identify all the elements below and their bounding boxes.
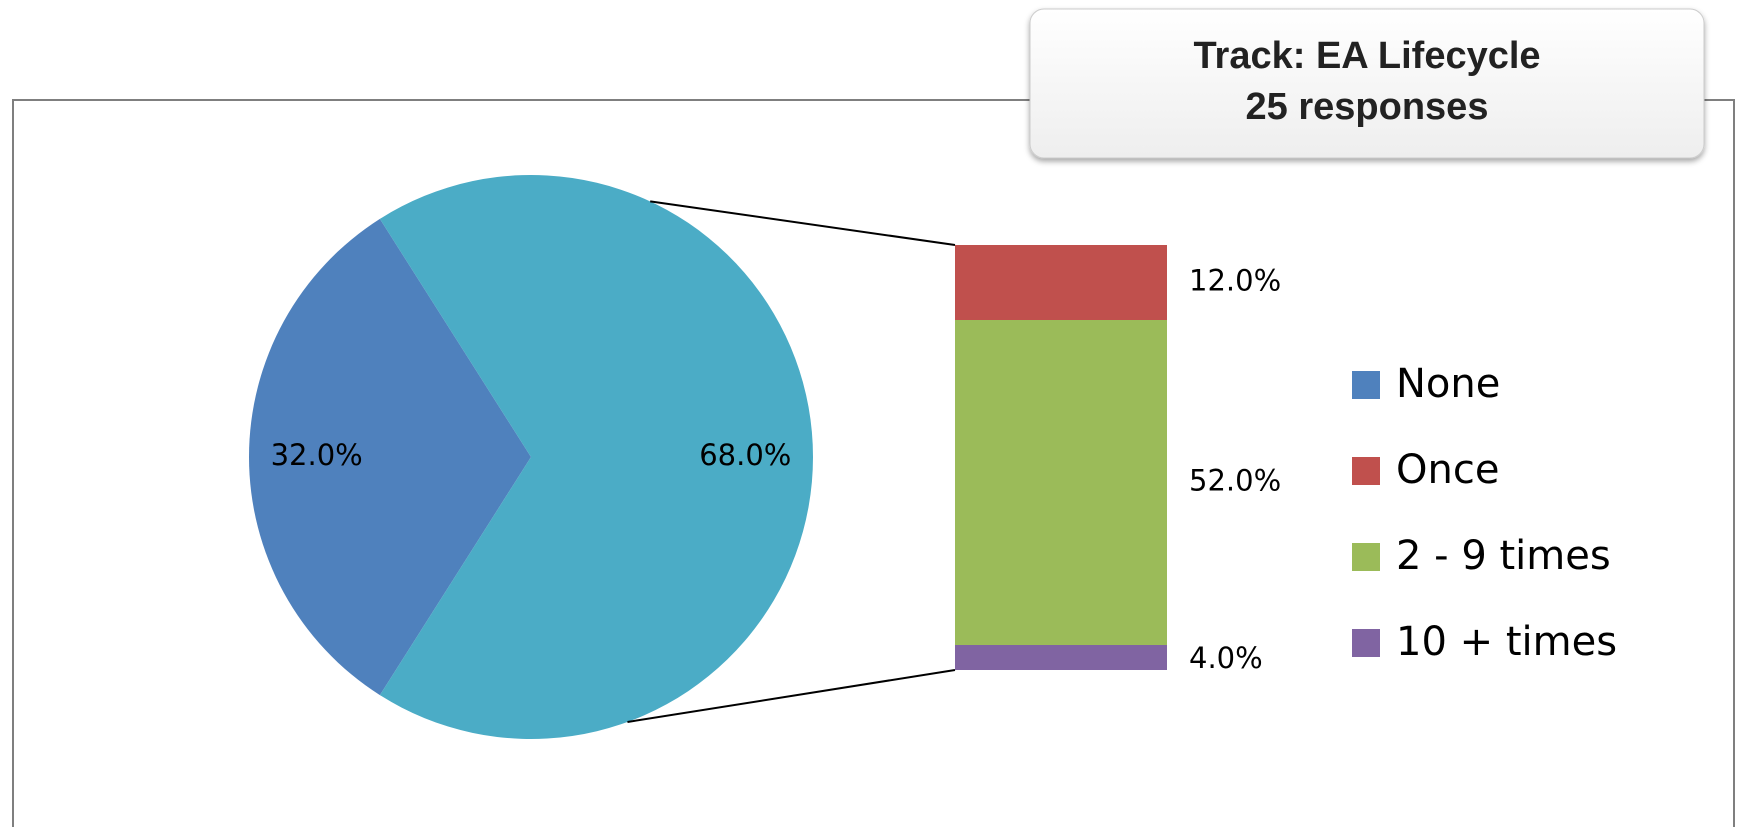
legend-swatch: [1352, 371, 1380, 399]
chart-title: Track: EA Lifecycle: [1193, 35, 1540, 77]
bar-label: 4.0%: [1189, 641, 1263, 675]
bar-segment: [955, 320, 1167, 645]
pie-slice: [379, 174, 813, 739]
legend-label: Once: [1396, 447, 1499, 493]
slice-label: 32.0%: [271, 438, 363, 472]
legend-label: 10 + times: [1396, 619, 1617, 665]
slice-label: 68.0%: [699, 438, 791, 472]
legend-label: None: [1396, 361, 1500, 407]
bar-label: 52.0%: [1189, 464, 1281, 498]
title-box: [1029, 8, 1705, 159]
connector-line: [627, 669, 956, 723]
bar-segment: [955, 645, 1167, 670]
chart-subtitle: 25 responses: [1246, 86, 1489, 128]
legend-swatch: [1352, 629, 1380, 657]
plot-frame: [12, 99, 1735, 827]
legend-label: 2 - 9 times: [1396, 533, 1611, 579]
bar-segment: [955, 245, 1167, 320]
legend-swatch: [1352, 457, 1380, 485]
marks: 32.0% 68.0% 12.0% 52.0% 4.0% None Once 2 - 9 ti…: [248, 174, 1617, 739]
bar-label: 12.0%: [1189, 264, 1281, 298]
connector-line: [650, 200, 956, 246]
legend-swatch: [1352, 543, 1380, 571]
pie-slice: [248, 218, 531, 696]
